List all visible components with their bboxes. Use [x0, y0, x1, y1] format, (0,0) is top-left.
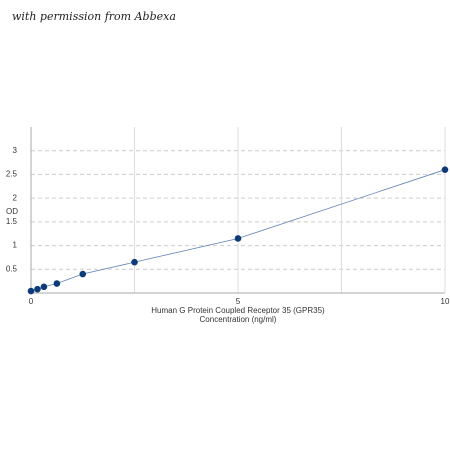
data-point — [53, 280, 61, 287]
data-point — [34, 285, 41, 293]
x-axis-label: Human G Protein Coupled Receptor 35 (GPR… — [151, 306, 325, 315]
y-tick-label: 1.5 — [6, 217, 18, 226]
y-tick-label: 3 — [13, 146, 18, 155]
y-tick-label: 1 — [13, 241, 18, 250]
data-point — [441, 166, 449, 173]
x-tick-label: 10 — [441, 297, 450, 306]
y-tick-label: 2.5 — [6, 170, 18, 179]
x-tick-label: 5 — [236, 297, 241, 306]
data-point — [131, 258, 138, 266]
data-point — [40, 283, 48, 291]
y-tick-label: 2 — [13, 193, 18, 202]
watermark: with permission from Abbexa — [12, 10, 176, 23]
data-point — [79, 270, 87, 278]
x-tick-label: 0 — [29, 297, 34, 306]
y-axis-label: OD — [6, 207, 18, 216]
y-tick-label: 0.5 — [6, 264, 18, 273]
data-point — [27, 287, 35, 295]
data-point — [234, 235, 242, 242]
x-axis-label: Concentration (ng/ml) — [200, 315, 277, 324]
